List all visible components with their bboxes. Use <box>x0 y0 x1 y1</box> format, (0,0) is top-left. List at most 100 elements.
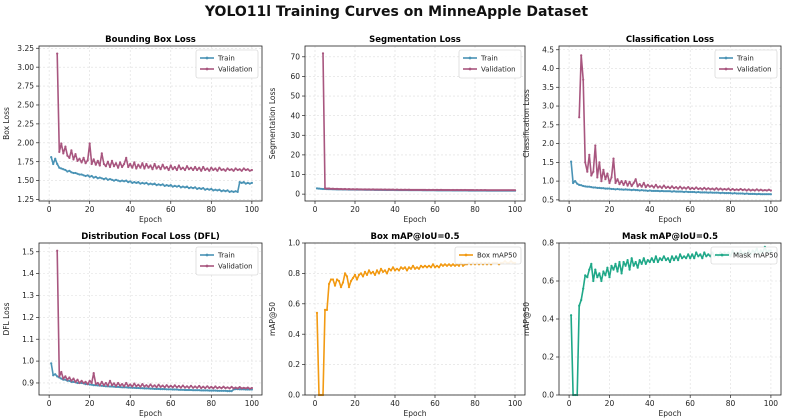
legend-marker <box>464 253 468 257</box>
data-point <box>723 187 726 191</box>
data-point <box>656 260 660 264</box>
data-point <box>123 385 126 388</box>
data-point <box>757 192 760 195</box>
data-point <box>345 188 349 191</box>
y-tick-label: 1.3 <box>22 291 34 300</box>
data-point <box>751 188 754 191</box>
data-point <box>626 188 629 191</box>
data-point <box>153 162 156 166</box>
data-point <box>707 253 710 256</box>
data-point <box>129 162 132 166</box>
data-point <box>88 142 91 145</box>
data-point <box>139 182 142 185</box>
data-point <box>177 184 180 187</box>
data-point <box>64 168 67 172</box>
chart-panel-1: 0 20 40 60 80 100 1.25 1.50 1.75 2.00 2.25 2.50 2.75… <box>2 35 263 224</box>
data-point <box>112 385 116 388</box>
data-point <box>697 255 700 258</box>
plot-frame <box>304 45 526 202</box>
data-point <box>153 384 156 387</box>
data-point <box>194 389 197 392</box>
data-point <box>114 162 118 165</box>
data-point <box>222 385 225 388</box>
chart-title: Box mAP@IoU=0.5 <box>370 232 459 242</box>
data-point <box>425 266 429 269</box>
data-point <box>198 389 201 392</box>
data-point <box>196 168 199 172</box>
data-point <box>431 263 435 266</box>
data-point <box>381 270 385 273</box>
data-point <box>582 78 585 81</box>
data-point <box>200 389 203 392</box>
data-point <box>169 384 172 387</box>
data-point <box>208 188 211 191</box>
figure-title: YOLO11l Training Curves on MinneApple Da… <box>204 4 589 20</box>
data-point <box>469 189 473 192</box>
data-point <box>395 267 399 270</box>
data-point <box>147 183 150 186</box>
data-point <box>664 259 668 262</box>
data-point <box>246 181 249 184</box>
data-point <box>632 181 635 185</box>
data-point <box>427 188 431 191</box>
data-point <box>234 386 237 389</box>
data-point <box>123 180 126 183</box>
data-point <box>437 266 441 269</box>
data-point <box>121 179 124 182</box>
data-point <box>691 186 694 189</box>
data-point <box>175 185 178 188</box>
data-point <box>214 389 217 392</box>
y-tick-label: 1.4 <box>22 269 34 278</box>
data-point <box>731 192 734 195</box>
data-point <box>636 185 639 188</box>
x-tick-label: 80 <box>470 399 480 408</box>
data-point <box>165 388 168 391</box>
data-point <box>417 188 421 191</box>
data-point <box>679 190 682 193</box>
data-point <box>419 264 423 267</box>
x-axis-label: Epoch <box>139 215 162 224</box>
data-point <box>145 384 148 387</box>
data-point <box>598 161 601 164</box>
data-point <box>473 189 477 192</box>
data-point <box>64 145 67 148</box>
data-point <box>610 176 613 179</box>
data-point <box>240 387 243 390</box>
data-point <box>119 384 122 387</box>
data-point <box>455 188 459 192</box>
data-point <box>640 185 643 188</box>
chart-panel-6: 0 20 40 60 80 100 0.0 0.2 0.4 0.6 0.8 Mask mAP@IoU=… <box>522 232 782 418</box>
data-point <box>441 264 445 267</box>
legend: Mask mAP50 <box>710 246 778 265</box>
x-tick-label: 80 <box>207 205 217 214</box>
data-point <box>60 370 63 374</box>
x-tick-label: 100 <box>508 205 523 214</box>
data-point <box>248 182 251 185</box>
legend-marker <box>724 56 728 60</box>
data-point <box>240 169 243 172</box>
x-axis-label: Epoch <box>659 409 682 418</box>
y-tick-label: 0.6 <box>542 277 554 286</box>
data-point <box>224 389 227 392</box>
y-axis-label: mAP@50 <box>268 302 277 336</box>
data-point <box>127 165 130 169</box>
data-point <box>695 186 698 189</box>
data-point <box>711 187 714 190</box>
data-point <box>196 187 199 190</box>
data-point <box>192 187 195 190</box>
data-point <box>159 388 162 391</box>
chart-panel-2: 0 20 40 60 80 100 0 10 20 30 40 50 60 70 Segmentation … <box>268 35 526 224</box>
y-tick-label: 0.2 <box>288 360 300 369</box>
y-tick-label: 0.9 <box>22 379 34 388</box>
data-point <box>578 183 581 186</box>
y-tick-label: 60 <box>290 72 300 81</box>
data-point <box>351 188 355 191</box>
data-point <box>220 389 223 392</box>
data-point <box>610 187 613 191</box>
data-point <box>592 186 595 189</box>
data-point <box>183 388 187 392</box>
data-point <box>246 388 249 391</box>
data-point <box>210 166 213 169</box>
data-point <box>321 52 325 55</box>
data-point <box>745 192 748 195</box>
